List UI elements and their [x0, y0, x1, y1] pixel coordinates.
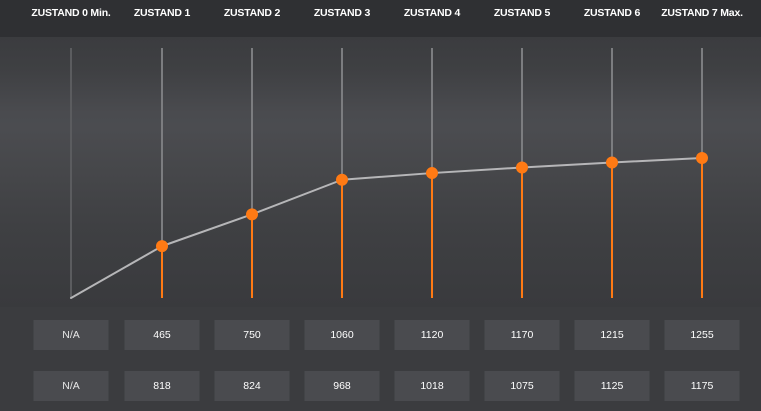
column-header-0: ZUSTAND 0 Min.	[31, 7, 111, 19]
column-header-1: ZUSTAND 1	[133, 7, 191, 19]
value-cell-row1-col0[interactable]: N/A	[33, 320, 109, 350]
values-row-2: N/A 818 824 968 1018 1075 1125 1175	[0, 371, 761, 401]
value-cell-row1-col5[interactable]: 1170	[484, 320, 560, 350]
column-header-2: ZUSTAND 2	[223, 7, 281, 19]
column-header-6: ZUSTAND 6	[583, 7, 641, 19]
value-cell-row2-col3[interactable]: 968	[304, 371, 380, 401]
point-5[interactable]	[516, 161, 528, 174]
header-band: ZUSTAND 0 Min. ZUSTAND 1 ZUSTAND 2 ZUSTA…	[0, 0, 761, 37]
series-line	[70, 157, 703, 299]
stem-group	[70, 48, 703, 298]
chart-area	[0, 37, 761, 307]
value-cell-row1-col1[interactable]: 465	[124, 320, 200, 350]
column-header-4: ZUSTAND 4	[403, 7, 461, 19]
value-cell-row2-col7[interactable]: 1175	[664, 371, 740, 401]
value-cell-row1-col4[interactable]: 1120	[394, 320, 470, 350]
value-cell-row2-col1[interactable]: 818	[124, 371, 200, 401]
point-1[interactable]	[156, 240, 168, 253]
point-2[interactable]	[246, 208, 258, 221]
values-row-1: N/A 465 750 1060 1120 1170 1215 1255	[0, 320, 761, 350]
column-header-3: ZUSTAND 3	[313, 7, 371, 19]
value-cell-row2-col4[interactable]: 1018	[394, 371, 470, 401]
value-cell-row1-col3[interactable]: 1060	[304, 320, 380, 350]
column-header-5: ZUSTAND 5	[493, 7, 551, 19]
value-cell-row1-col2[interactable]: 750	[214, 320, 290, 350]
value-cell-row2-col6[interactable]: 1125	[574, 371, 650, 401]
value-cell-row1-col7[interactable]: 1255	[664, 320, 740, 350]
value-cell-row1-col6[interactable]: 1215	[574, 320, 650, 350]
point-3[interactable]	[336, 173, 348, 186]
column-header-7: ZUSTAND 7 Max.	[661, 7, 743, 19]
value-cell-row2-col5[interactable]: 1075	[484, 371, 560, 401]
dot-group	[156, 152, 708, 253]
point-7[interactable]	[696, 152, 708, 164]
point-6[interactable]	[606, 156, 618, 169]
point-4[interactable]	[426, 167, 438, 180]
value-cell-row2-col0[interactable]: N/A	[33, 371, 109, 401]
value-cell-row2-col2[interactable]: 824	[214, 371, 290, 401]
